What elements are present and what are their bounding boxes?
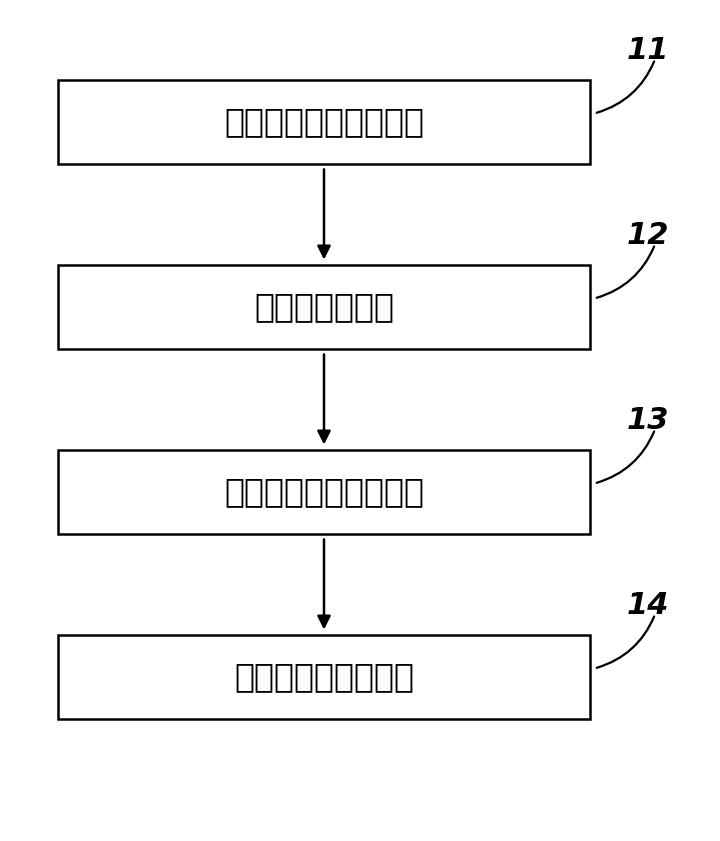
Text: 14: 14 xyxy=(626,591,670,620)
Text: 确定第一芯片层: 确定第一芯片层 xyxy=(254,290,394,324)
Bar xyxy=(58,450,590,534)
Text: 12: 12 xyxy=(626,221,670,250)
Bar xyxy=(58,80,590,164)
Text: 获取积分结构函数曲线: 获取积分结构函数曲线 xyxy=(224,105,424,139)
Bar xyxy=(58,635,590,719)
Text: 11: 11 xyxy=(626,36,670,65)
Text: 13: 13 xyxy=(626,406,670,435)
Bar xyxy=(58,265,590,349)
Text: 对第一芯片层进行分层: 对第一芯片层进行分层 xyxy=(224,475,424,509)
Text: 建立热等效分层模型: 建立热等效分层模型 xyxy=(234,660,414,694)
